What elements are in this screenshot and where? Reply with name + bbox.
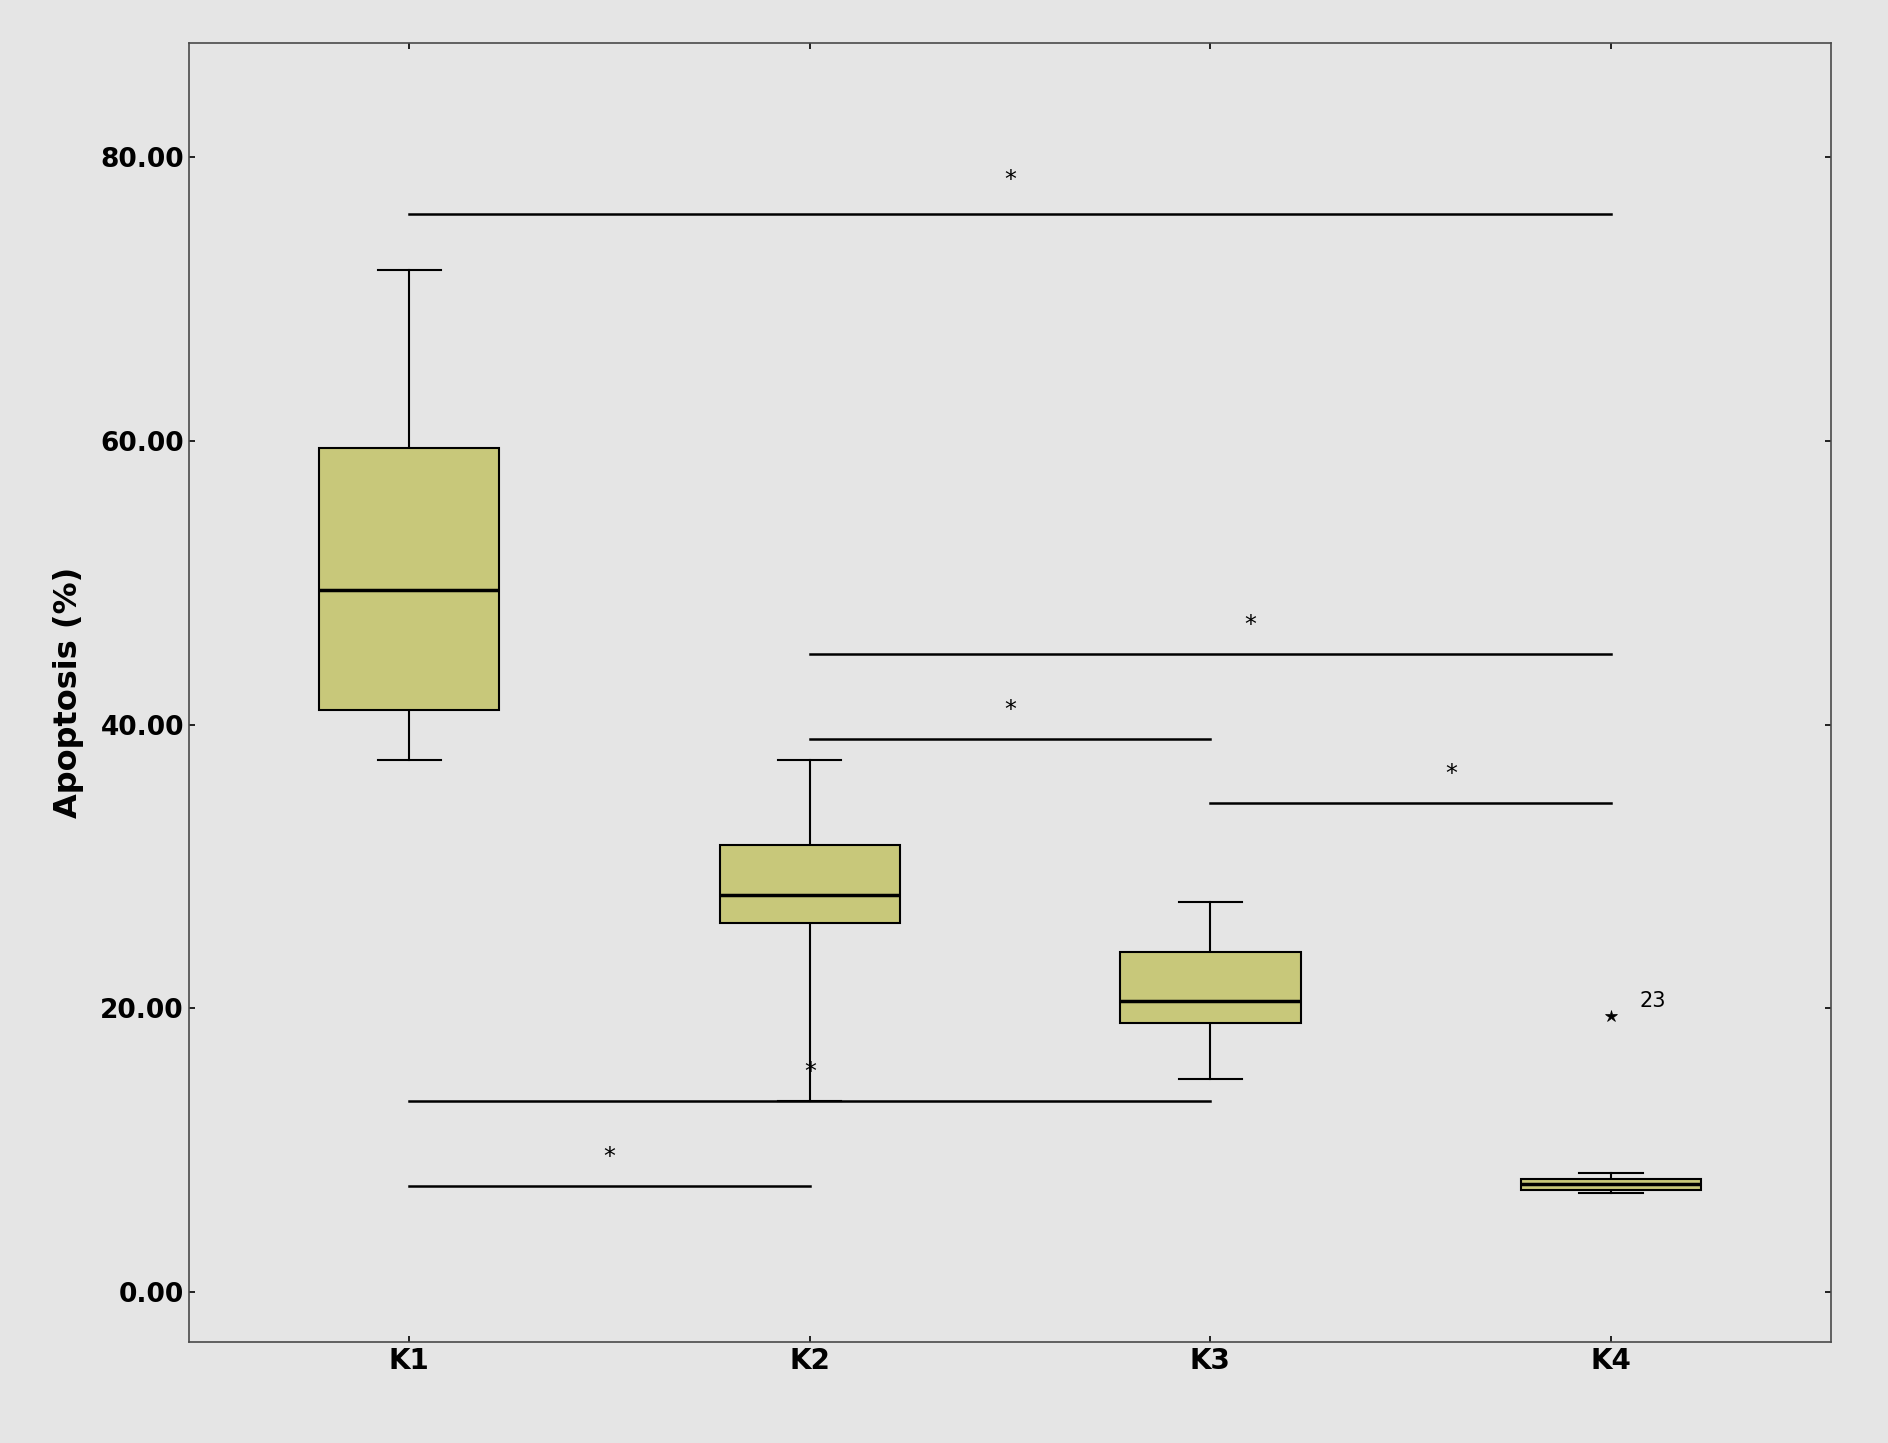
Text: *: *	[1004, 698, 1016, 722]
Text: 23: 23	[1639, 991, 1665, 1012]
Text: *: *	[804, 1059, 816, 1084]
Text: *: *	[604, 1144, 615, 1169]
Text: *: *	[1444, 762, 1458, 785]
Y-axis label: Apoptosis (%): Apoptosis (%)	[53, 567, 83, 818]
Bar	[1522, 1179, 1701, 1190]
Text: *: *	[1244, 613, 1256, 636]
Text: *: *	[1004, 169, 1016, 192]
Bar	[1120, 952, 1301, 1023]
Bar	[719, 846, 901, 924]
Bar	[319, 447, 498, 710]
